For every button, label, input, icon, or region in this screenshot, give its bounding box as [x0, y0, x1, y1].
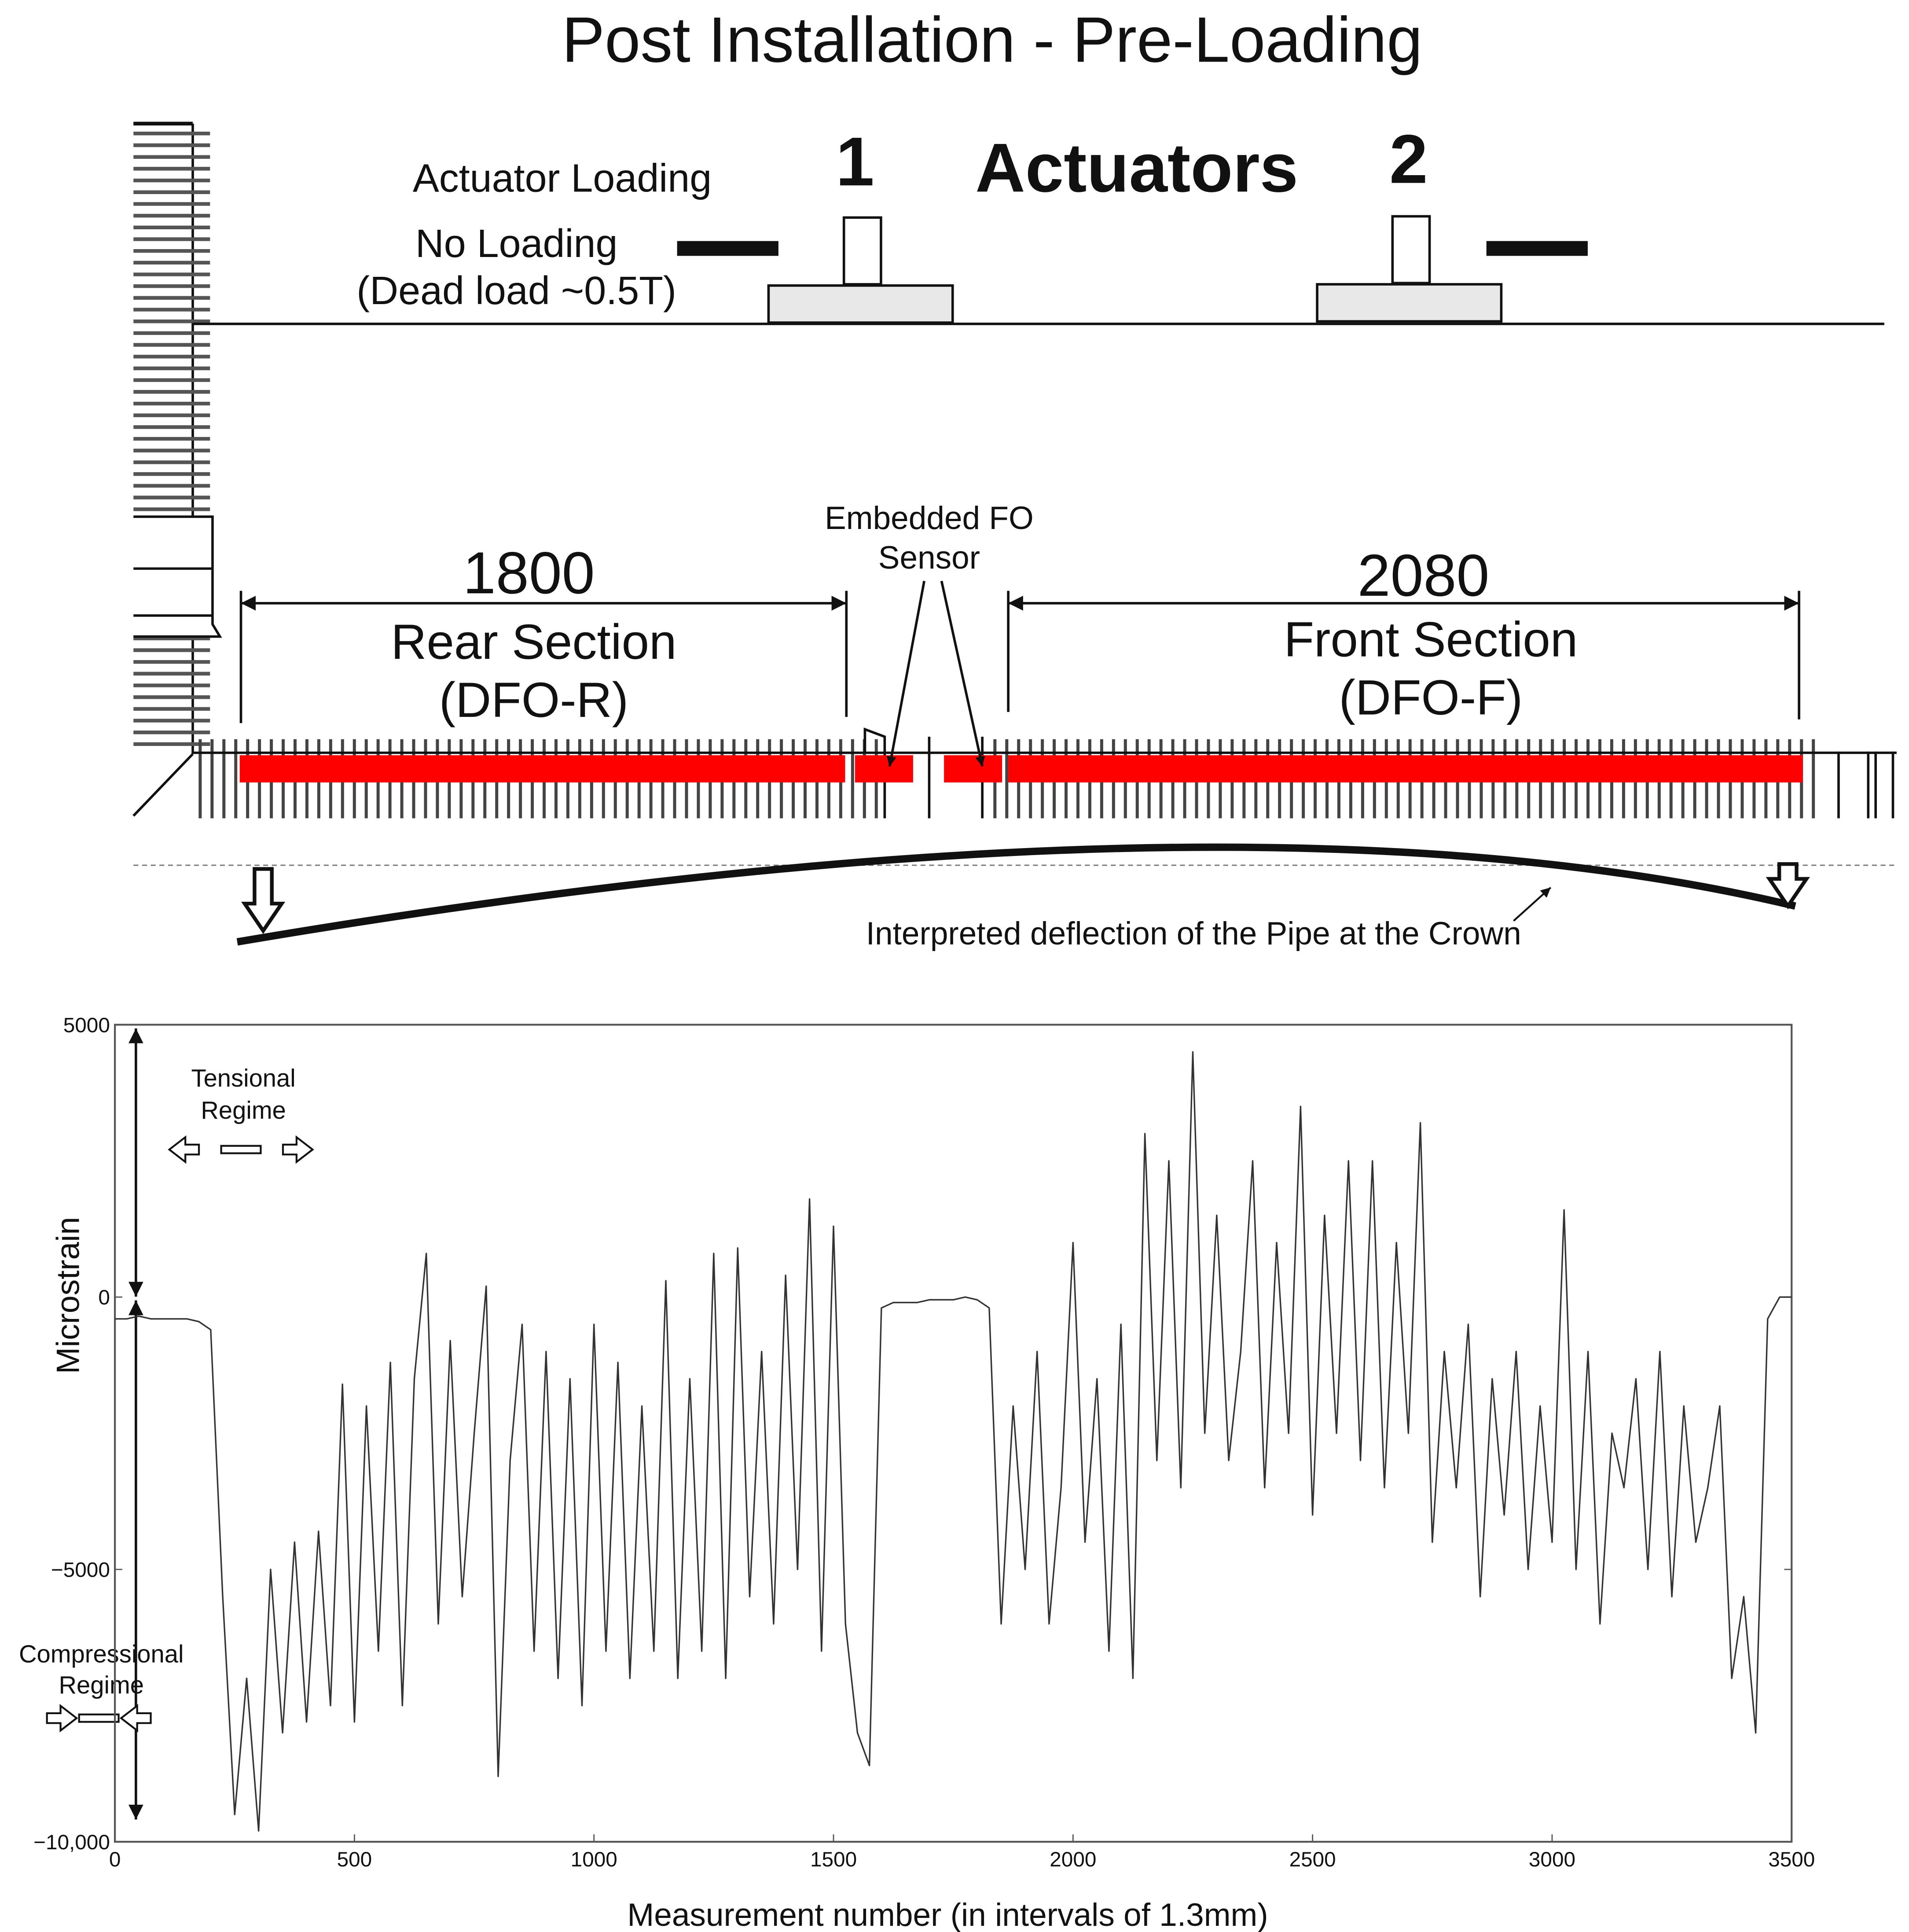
regime-arrowhead [119, 1704, 152, 1733]
wall [132, 753, 194, 817]
pointer [886, 580, 925, 767]
x-tick-label: 1500 [810, 1848, 857, 1871]
section-length: 2080 [1358, 542, 1490, 609]
x-axis-label: Measurement number (in intervals of 1.3m… [627, 1897, 1268, 1932]
regime-symbol [46, 1704, 152, 1733]
actuator-number: 1 [836, 123, 874, 200]
sensor-bar [239, 755, 845, 782]
x-tick-label: 3000 [1529, 1848, 1575, 1871]
regime-symbol [168, 1135, 314, 1164]
x-tick-label: 2000 [1050, 1848, 1096, 1871]
dead-load-label: (Dead load ~0.5T) [356, 269, 676, 313]
y-tick-label: 5000 [63, 1014, 110, 1037]
y-axis-label: Microstrain [51, 1217, 86, 1374]
x-tick-label: 2500 [1289, 1848, 1336, 1871]
sensor-bar [855, 755, 913, 782]
actuators-label: Actuators [975, 129, 1298, 206]
section-label: (DFO-R) [439, 672, 628, 727]
annotation: Tensional [191, 1064, 296, 1092]
actuator-number: 2 [1389, 121, 1428, 198]
load-arrow [241, 867, 286, 934]
plot-frame [114, 1024, 1793, 1843]
actuator-base [1316, 283, 1503, 323]
regime-bar [220, 1145, 262, 1154]
regime-arrowhead [46, 1704, 78, 1733]
annotation: Regime [59, 1671, 143, 1699]
x-tick-label: 1000 [571, 1848, 617, 1871]
sensor-bar [944, 755, 1002, 782]
sensor-bar [1008, 755, 1803, 782]
actuator-stem [842, 216, 882, 286]
y-tick-label: −10,000 [33, 1831, 110, 1854]
deflection-label: Interpreted deflection of the Pipe at th… [866, 916, 1521, 951]
x-tick-label: 500 [337, 1848, 372, 1871]
pointer [940, 580, 985, 767]
figure-title: Post Installation - Pre-Loading [562, 4, 1423, 75]
y-tick-label: 0 [98, 1286, 110, 1309]
sensor-label: Sensor [878, 540, 980, 576]
loading-label: Actuator Loading [413, 156, 712, 200]
sensor-label: Embedded FO [825, 500, 1034, 536]
data-line [115, 1051, 1792, 1832]
regime-bar [78, 1713, 120, 1723]
section-label: Rear Section [391, 614, 676, 669]
x-tick-label: 0 [109, 1848, 121, 1871]
section-label: Front Section [1284, 611, 1578, 667]
actuator-stem [1391, 215, 1431, 285]
no-loading-label: No Loading [415, 222, 618, 266]
x-tick-label: 3500 [1768, 1848, 1815, 1871]
regime-arrowhead [168, 1135, 200, 1164]
deflection-curve [236, 843, 1796, 946]
diagram-layout [46, 121, 1897, 1820]
annotation: Regime [201, 1096, 286, 1124]
annotation: Compressional [19, 1640, 184, 1668]
actuator-base [767, 284, 954, 324]
load-bar [677, 241, 778, 256]
y-tick-label: −5000 [51, 1558, 110, 1582]
wall-box [133, 515, 222, 638]
section-length: 1800 [463, 540, 595, 606]
regime-arrowhead [282, 1135, 314, 1164]
section-label: (DFO-F) [1339, 669, 1523, 725]
load-bar [1486, 241, 1588, 256]
pointer [1513, 887, 1552, 922]
load-arrow [1766, 862, 1810, 910]
